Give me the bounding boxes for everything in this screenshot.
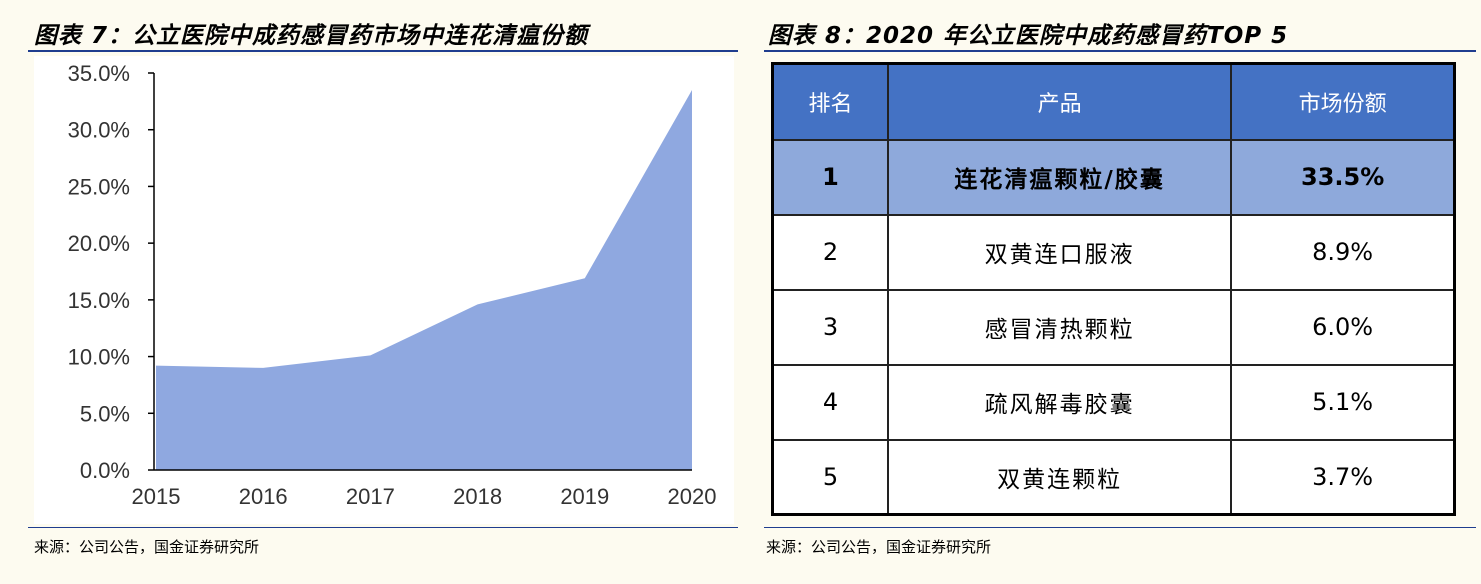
source-rule (764, 527, 1476, 528)
table-source: 来源：公司公告，国金证券研究所 (766, 538, 992, 556)
chart-area: 0.0% 5.0% 10.0% 15.0% 20.0% 25.0% 30.0% 35.0% 20… (34, 56, 734, 524)
title-rule (28, 50, 738, 52)
chart-source: 来源：公司公告，国金证券研究所 (34, 538, 260, 556)
row-share: 3.7% (1230, 438, 1456, 516)
table-title: 图表 8：2020 年公立医院中成药感冒药TOP 5 (768, 23, 1289, 49)
row-share: 6.0% (1230, 288, 1456, 366)
row-product: 感冒清热颗粒 (886, 288, 1233, 366)
row-rank: 2 (771, 213, 889, 291)
row-rank: 3 (771, 288, 889, 366)
right-panel: 图表 8：2020 年公立医院中成药感冒药TOP 5 排名 产品 市场份额 1 … (762, 0, 1481, 584)
y-tick-label: 10.0% (68, 345, 130, 370)
y-tick-label: 25.0% (68, 174, 130, 199)
y-tick-label: 5.0% (80, 401, 130, 426)
y-tick-label: 30.0% (68, 118, 130, 143)
row-rank: 1 (771, 138, 889, 216)
table-row: 4 疏风解毒胶囊 5.1% (771, 363, 1456, 441)
row-product: 疏风解毒胶囊 (886, 363, 1233, 441)
area-chart: 0.0% 5.0% 10.0% 15.0% 20.0% 25.0% 30.0% 35.0% 20… (68, 61, 717, 509)
x-tick-label: 2015 (132, 484, 181, 509)
table-row: 5 双黄连颗粒 3.7% (771, 438, 1456, 516)
table-row: 3 感冒清热颗粒 6.0% (771, 288, 1456, 366)
source-rule (28, 527, 738, 528)
row-rank: 5 (771, 438, 889, 516)
row-product: 连花清瘟颗粒/胶囊 (886, 138, 1233, 216)
x-tick-label: 2017 (346, 484, 395, 509)
header-product: 产品 (886, 62, 1233, 141)
y-tick-label: 0.0% (80, 458, 130, 483)
row-product: 双黄连颗粒 (886, 438, 1233, 516)
x-tick-label: 2018 (453, 484, 502, 509)
table-row: 2 双黄连口服液 8.9% (771, 213, 1456, 291)
row-product: 双黄连口服液 (886, 213, 1233, 291)
header-rank: 排名 (771, 62, 889, 141)
y-tick-label: 15.0% (68, 288, 130, 313)
y-tick-label: 35.0% (68, 61, 130, 86)
x-tick-label: 2020 (668, 484, 717, 509)
title-rule (764, 50, 1476, 52)
row-share: 8.9% (1230, 213, 1456, 291)
top5-table: 排名 产品 市场份额 1 连花清瘟颗粒/胶囊 33.5% 2 双黄连口服液 8.… (771, 62, 1456, 516)
table-row: 1 连花清瘟颗粒/胶囊 33.5% (771, 138, 1456, 216)
header-share: 市场份额 (1230, 62, 1456, 141)
area-series (156, 90, 692, 470)
left-panel: 图表 7：公立医院中成药感冒药市场中连花清瘟份额 0.0% 5.0% 10.0% 15… (0, 0, 740, 584)
chart-title: 图表 7：公立医院中成药感冒药市场中连花清瘟份额 (34, 23, 589, 49)
row-rank: 4 (771, 363, 889, 441)
x-tick-label: 2019 (560, 484, 609, 509)
table-header-row: 排名 产品 市场份额 (771, 62, 1456, 141)
x-tick-label: 2016 (239, 484, 288, 509)
row-share: 5.1% (1230, 363, 1456, 441)
y-tick-label: 20.0% (68, 231, 130, 256)
row-share: 33.5% (1230, 138, 1456, 216)
